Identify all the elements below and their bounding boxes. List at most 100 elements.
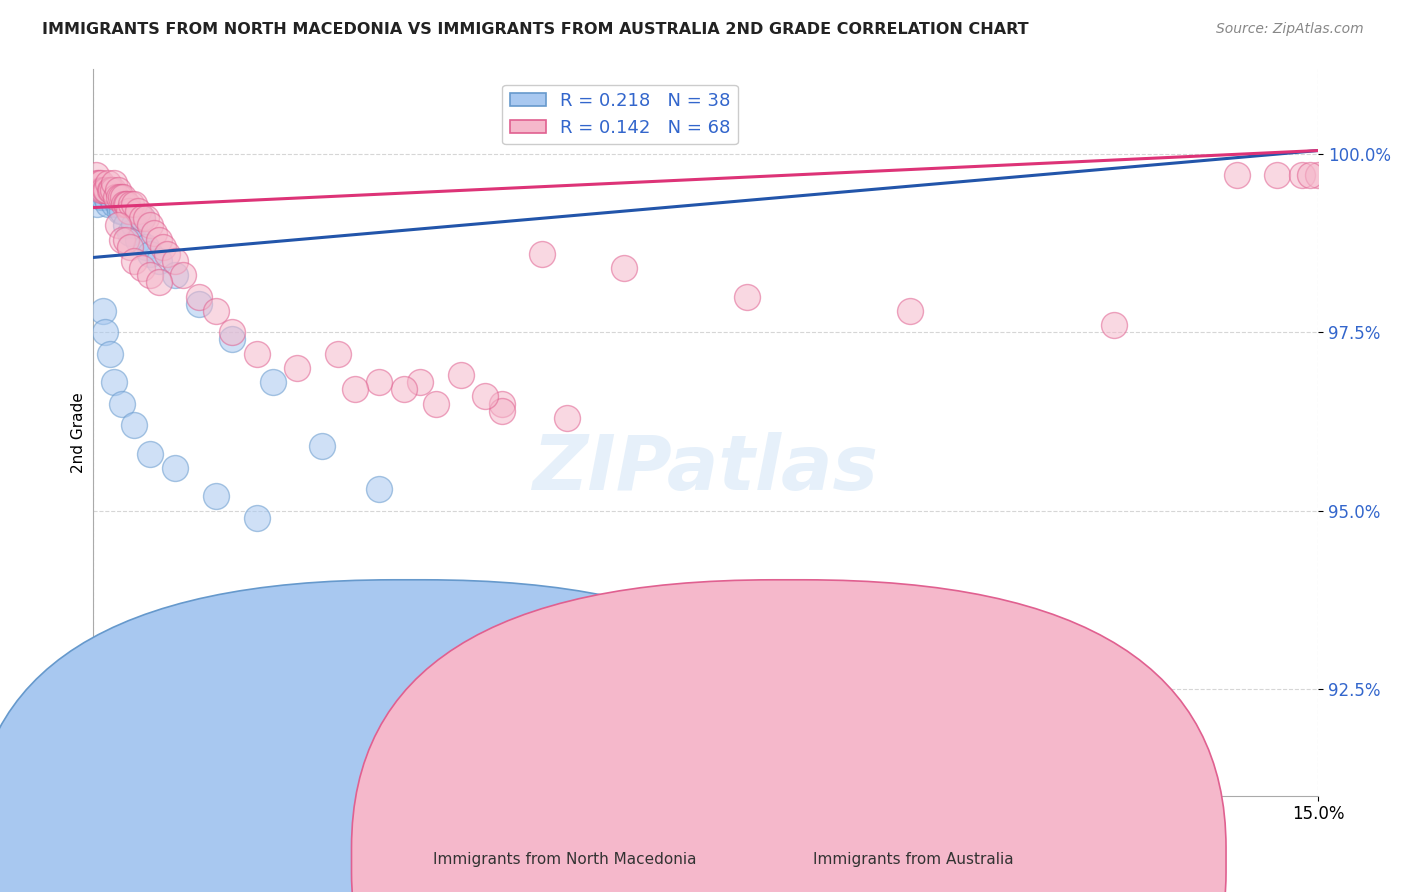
Point <box>103 176 125 190</box>
Point <box>93 183 115 197</box>
Point <box>245 347 267 361</box>
Point <box>111 396 134 410</box>
Text: Source: ZipAtlas.com: Source: ZipAtlas.com <box>1216 22 1364 37</box>
Point <box>91 190 114 204</box>
Point <box>1291 169 1313 183</box>
Point <box>285 361 308 376</box>
Point <box>204 304 226 318</box>
Point <box>221 326 243 340</box>
Point <box>105 190 128 204</box>
Point <box>122 197 145 211</box>
Point <box>97 176 120 190</box>
Point <box>392 383 415 397</box>
Point <box>135 211 157 226</box>
Point <box>97 197 120 211</box>
Point <box>1267 169 1289 183</box>
Text: IMMIGRANTS FROM NORTH MACEDONIA VS IMMIGRANTS FROM AUSTRALIA 2ND GRADE CORRELATI: IMMIGRANTS FROM NORTH MACEDONIA VS IMMIG… <box>42 22 1029 37</box>
Point <box>148 276 170 290</box>
Point <box>328 347 350 361</box>
Point <box>1299 169 1322 183</box>
Point <box>531 247 554 261</box>
Point <box>108 204 131 219</box>
Point <box>491 396 513 410</box>
Point <box>93 183 115 197</box>
Point <box>139 268 162 283</box>
Point <box>111 190 134 204</box>
Point <box>107 219 129 233</box>
Point <box>84 169 107 183</box>
Point <box>98 183 121 197</box>
Point <box>117 197 139 211</box>
Point <box>450 368 472 383</box>
Point <box>100 183 122 197</box>
Point <box>118 226 141 240</box>
Point <box>122 417 145 432</box>
Point <box>111 204 134 219</box>
Point <box>613 261 636 276</box>
Point <box>555 410 578 425</box>
Point <box>311 439 333 453</box>
Point <box>135 240 157 254</box>
Point <box>409 376 432 390</box>
Point <box>148 254 170 268</box>
Point <box>127 204 149 219</box>
Point <box>87 176 110 190</box>
Point <box>245 510 267 524</box>
Point <box>107 197 129 211</box>
Point <box>90 183 112 197</box>
Point <box>139 446 162 460</box>
Point <box>172 268 194 283</box>
Point <box>91 304 114 318</box>
Point <box>204 489 226 503</box>
Text: Immigrants from Australia: Immigrants from Australia <box>813 853 1014 867</box>
Point <box>262 376 284 390</box>
Point <box>343 383 366 397</box>
FancyBboxPatch shape <box>352 580 1226 892</box>
Point <box>221 333 243 347</box>
Point <box>115 197 138 211</box>
Point <box>131 261 153 276</box>
Point <box>735 290 758 304</box>
Point <box>86 197 108 211</box>
Point <box>98 183 121 197</box>
Point <box>491 403 513 417</box>
Point <box>86 176 108 190</box>
Point <box>425 396 447 410</box>
Point <box>103 376 125 390</box>
Point <box>108 190 131 204</box>
Point <box>107 183 129 197</box>
Point <box>188 297 211 311</box>
Point <box>127 233 149 247</box>
Point <box>90 190 112 204</box>
Point <box>115 233 138 247</box>
Text: Immigrants from North Macedonia: Immigrants from North Macedonia <box>433 853 696 867</box>
Point <box>139 219 162 233</box>
Point <box>91 183 114 197</box>
Point <box>90 176 112 190</box>
Point <box>152 240 174 254</box>
Point <box>148 233 170 247</box>
Point <box>368 376 391 390</box>
Text: ZIPatlas: ZIPatlas <box>533 432 879 506</box>
Y-axis label: 2nd Grade: 2nd Grade <box>72 392 86 473</box>
Point <box>474 389 496 403</box>
Point <box>115 219 138 233</box>
Point <box>131 211 153 226</box>
Point <box>96 183 118 197</box>
Point <box>87 183 110 197</box>
Point <box>112 197 135 211</box>
Point <box>139 247 162 261</box>
Point <box>122 254 145 268</box>
Point <box>368 482 391 496</box>
Point <box>105 190 128 204</box>
Point <box>96 190 118 204</box>
Point <box>163 268 186 283</box>
Point <box>1102 318 1125 333</box>
Point <box>101 183 124 197</box>
Point <box>118 204 141 219</box>
Point <box>103 197 125 211</box>
Point <box>156 247 179 261</box>
Point <box>111 233 134 247</box>
Point <box>163 460 186 475</box>
Point <box>143 226 166 240</box>
